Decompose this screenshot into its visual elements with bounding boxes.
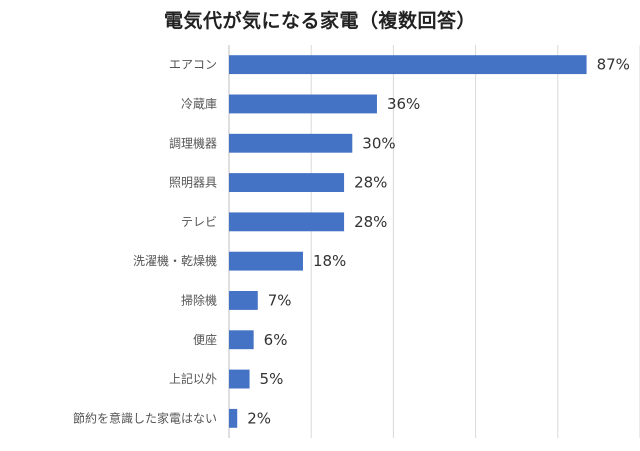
bar bbox=[229, 55, 587, 75]
data-label: 2% bbox=[247, 409, 271, 427]
data-label: 30% bbox=[362, 134, 395, 152]
category-label: 便座 bbox=[193, 332, 217, 347]
category-label: 照明器具 bbox=[169, 176, 217, 190]
category-label: 掃除機 bbox=[181, 292, 217, 307]
data-label: 87% bbox=[597, 56, 630, 74]
data-label: 28% bbox=[354, 213, 387, 231]
bar bbox=[229, 251, 303, 271]
bar bbox=[229, 133, 353, 153]
category-label: 冷蔵庫 bbox=[181, 97, 217, 111]
bar bbox=[229, 94, 377, 114]
category-label: テレビ bbox=[181, 215, 217, 229]
bar bbox=[229, 212, 345, 232]
data-label: 7% bbox=[268, 291, 292, 309]
category-label: 洗濯機・乾燥機 bbox=[133, 253, 217, 268]
data-label: 28% bbox=[354, 174, 387, 192]
bar bbox=[229, 330, 254, 350]
bar bbox=[229, 291, 258, 310]
data-label: 5% bbox=[260, 370, 284, 388]
data-label: 18% bbox=[313, 252, 346, 270]
data-label: 36% bbox=[387, 95, 420, 113]
category-label: 上記以外 bbox=[169, 371, 217, 386]
category-label: 節約を意識した家電はない bbox=[73, 410, 217, 425]
bar bbox=[229, 408, 238, 428]
category-label: エアコン bbox=[169, 58, 217, 72]
labels: エアコン 87% 冷蔵庫 36% 調理機器 30% 照明器具 28% テレビ 28% 洗濯機・乾燥機… bbox=[73, 56, 630, 428]
category-label: 調理機器 bbox=[169, 135, 217, 150]
bar bbox=[229, 369, 250, 389]
bars bbox=[229, 55, 587, 428]
data-label: 6% bbox=[264, 331, 288, 349]
bar bbox=[229, 173, 345, 192]
chart-title: 電気代が気になる家電（複数回答） bbox=[163, 10, 476, 32]
